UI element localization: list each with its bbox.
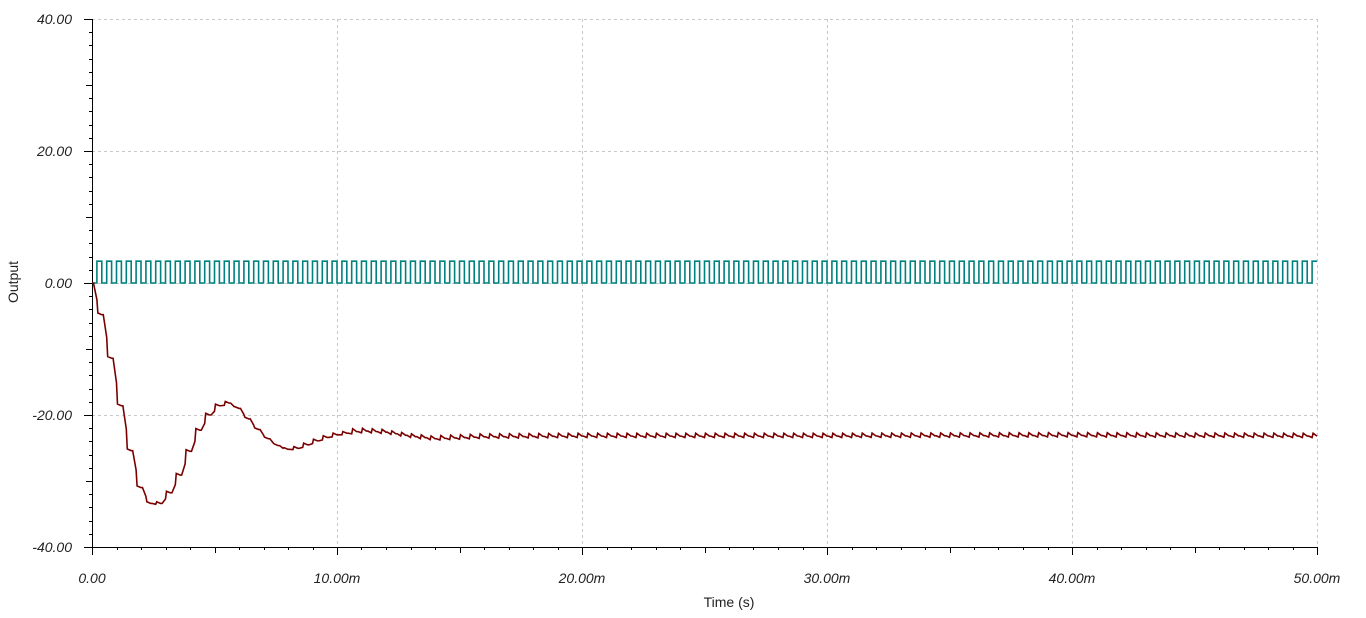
x-tick-label: 10.00m: [314, 570, 361, 586]
tick-group: 0.00 10.00m 20.00m 30.00m 40.00m 50.00m 40.00 2…: [32, 11, 1340, 586]
x-axis-title: Time (s): [704, 594, 755, 610]
x-tick-label: 30.00m: [804, 570, 851, 586]
y-tick-label: -20.00: [32, 407, 72, 423]
y-tick-label: -40.00: [32, 539, 72, 555]
y-tick-label: 40.00: [37, 11, 72, 27]
y-tick-label: 20.00: [36, 143, 72, 159]
y-axis-title: Output: [5, 261, 21, 303]
x-tick-label: 50.00m: [1294, 570, 1341, 586]
series-line-1: [92, 260, 1317, 284]
series-line-2: [92, 282, 1318, 506]
series-group: [92, 260, 1318, 506]
x-tick-label: 40.00m: [1049, 570, 1096, 586]
x-tick-label: 0.00: [78, 570, 105, 586]
x-tick-label: 20.00m: [558, 570, 606, 586]
plot-frame: [84, 19, 1318, 555]
y-tick-label: 0.00: [45, 275, 72, 291]
